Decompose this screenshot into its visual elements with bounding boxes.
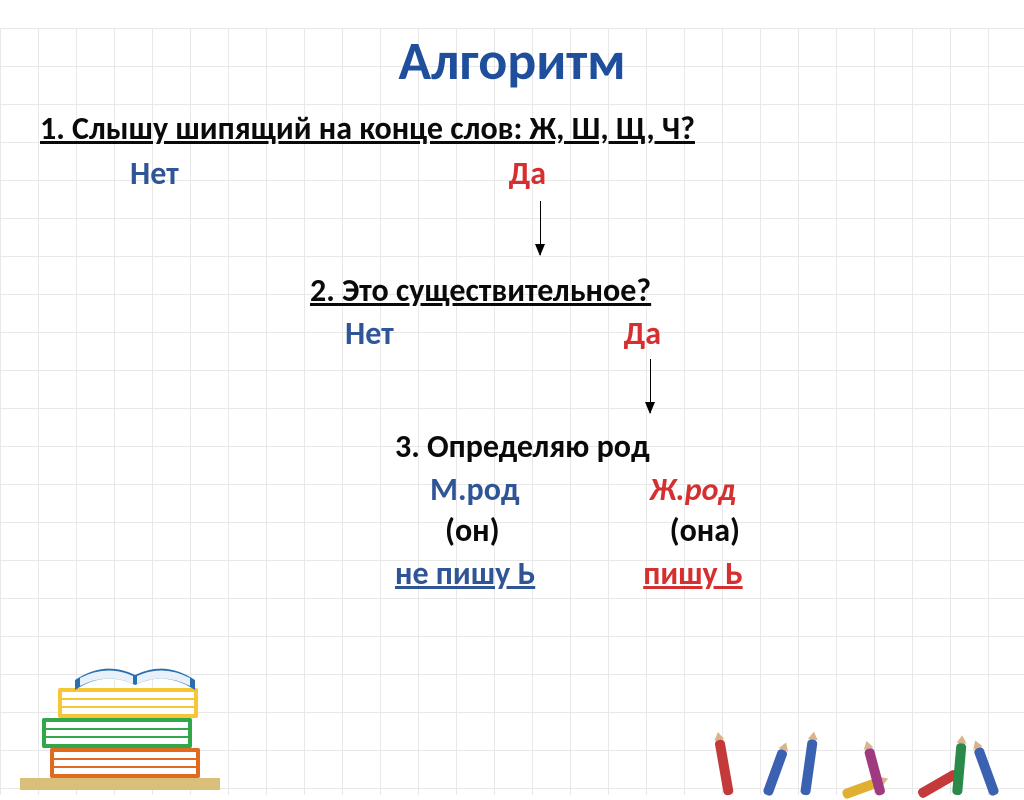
write: пишу Ь [643, 554, 742, 593]
step3-label: 3. Определяю род [395, 427, 1024, 466]
z-rod: Ж.род [650, 470, 736, 509]
yes-1: Да [509, 154, 546, 193]
m-rod: М.род [430, 470, 520, 509]
arrow-2 [650, 359, 651, 413]
on-pronoun: (он) [445, 511, 500, 550]
arrow-1 [540, 201, 541, 255]
ona-pronoun: (она) [670, 511, 740, 550]
no-2: Нет [345, 314, 394, 353]
title: Алгоритм [0, 28, 1024, 94]
no-write: не пишу Ь [395, 554, 535, 593]
pencils-decoration [724, 739, 1000, 795]
no-1: Нет [130, 154, 179, 193]
slide-content: Алгоритм 1. Слышу шипящий на конце слов:… [0, 28, 1024, 593]
books-decoration [20, 630, 220, 795]
pencil-icon [762, 748, 788, 797]
step2-question: 2. Это существительное? [310, 271, 1024, 310]
yes-2: Да [624, 314, 661, 353]
step1-question: 1. Слышу шипящий на конце слов: Ж, Ш, Щ,… [40, 109, 1024, 148]
pencil-icon [973, 746, 999, 796]
pencil-icon [800, 739, 818, 796]
